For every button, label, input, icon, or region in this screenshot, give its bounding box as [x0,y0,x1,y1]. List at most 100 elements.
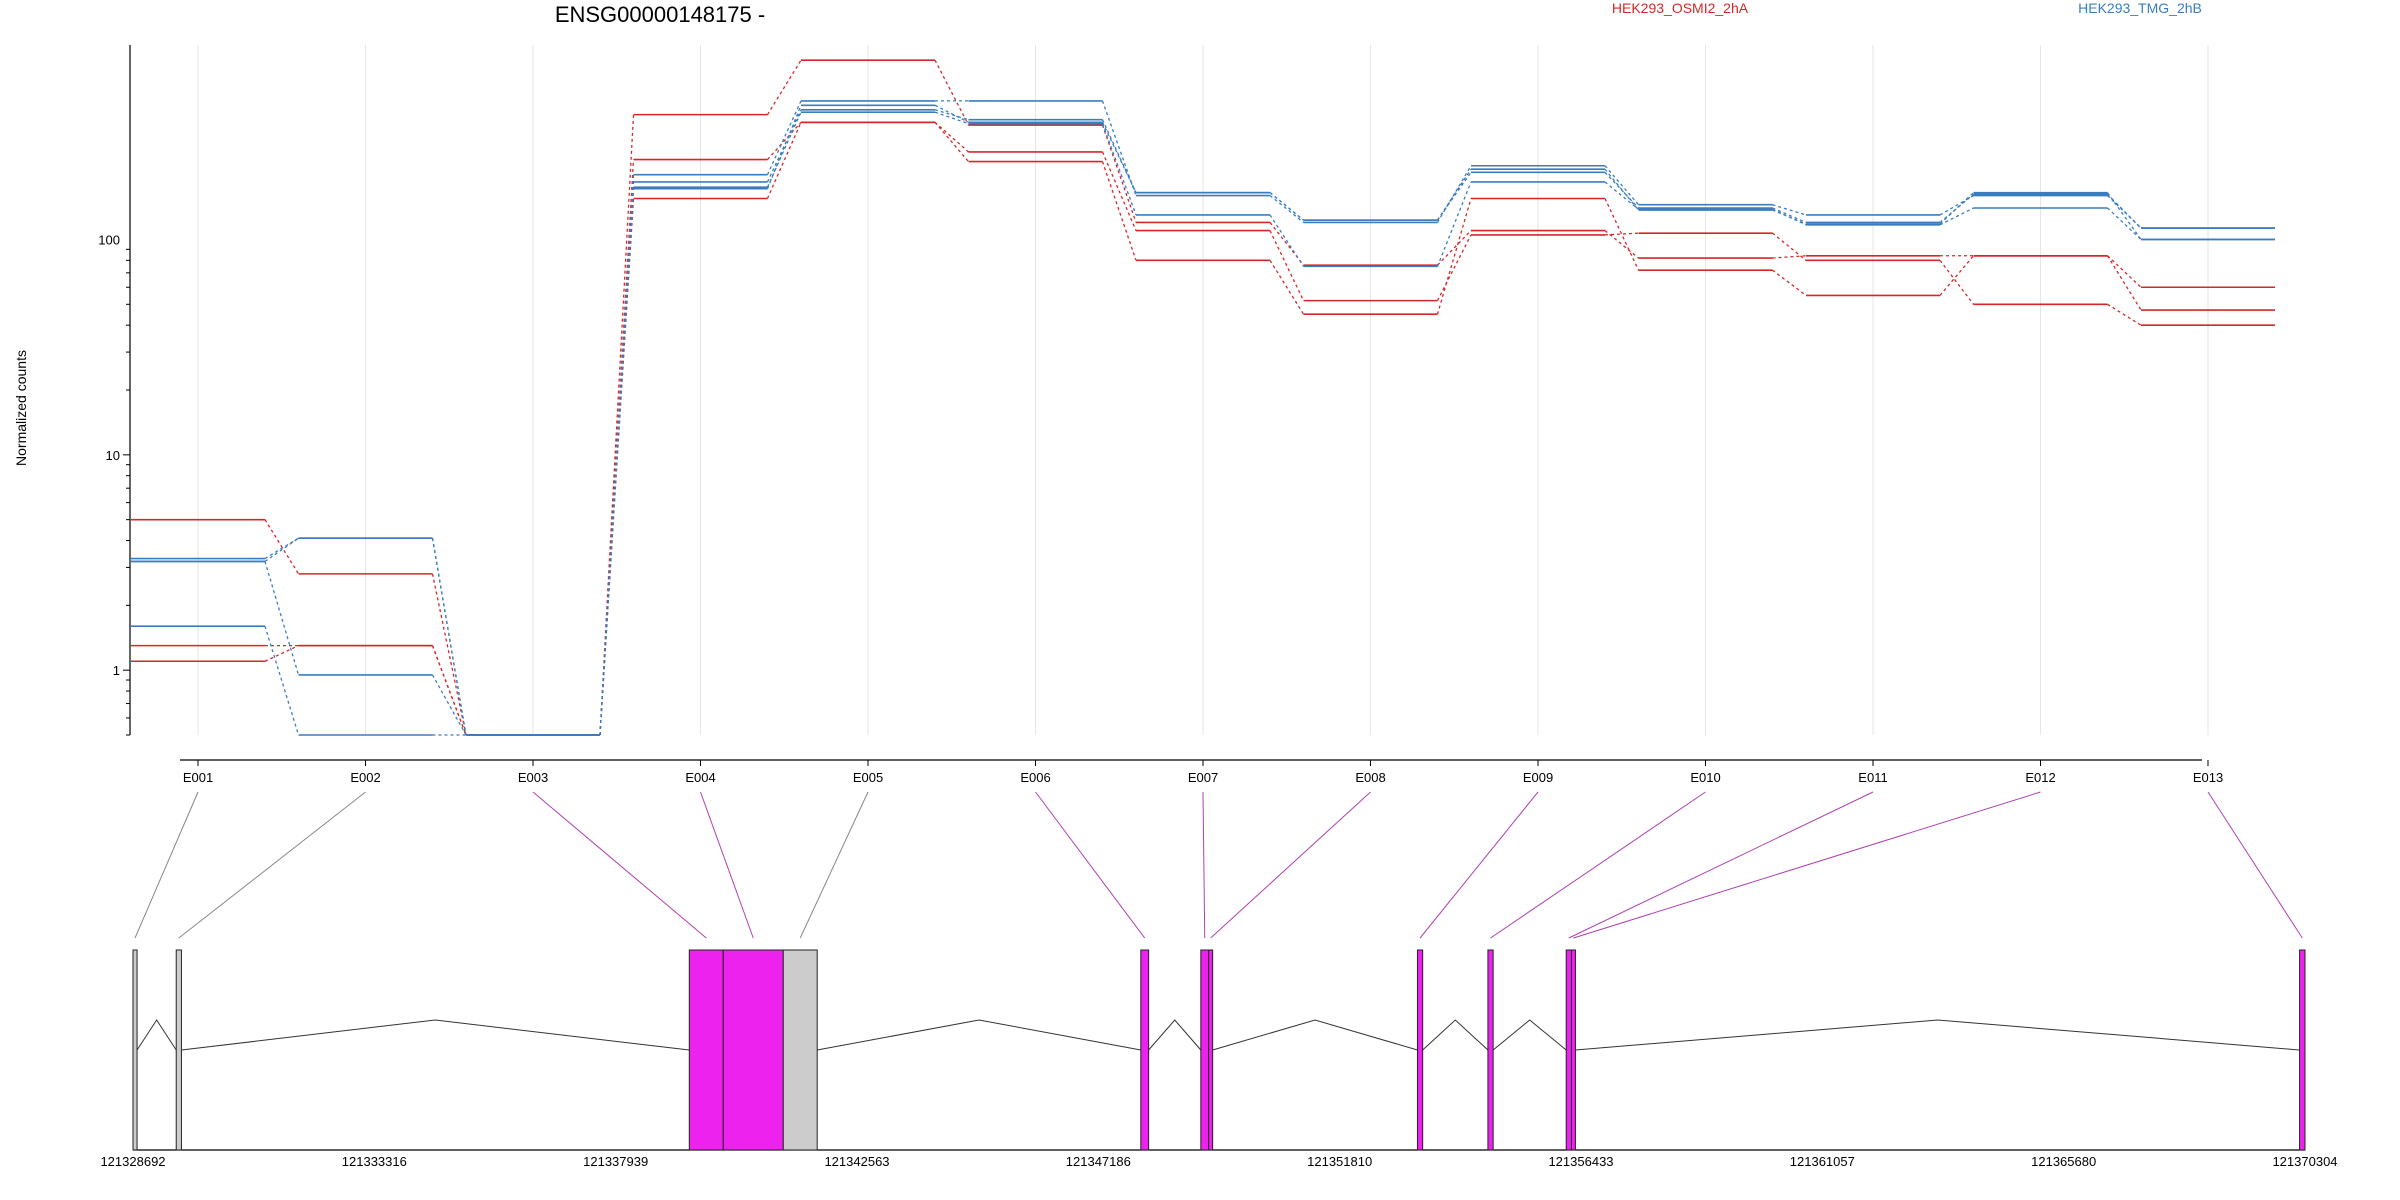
data-connector [1772,204,1807,216]
data-connector [431,645,467,736]
genomic-tick-label: 121365680 [2031,1154,2096,1169]
data-connector [1772,232,1807,261]
x-tick-label-E006: E006 [1020,770,1050,785]
connector-E012 [1573,791,2041,939]
exon-E002 [175,949,182,1151]
intron-line [1422,1019,1489,1051]
data-connector [1939,259,1975,305]
x-tick-label-E007: E007 [1188,770,1218,785]
data-connector [766,109,802,183]
exon-E013 [2299,949,2306,1151]
data-connector [1772,209,1807,225]
data-connector [1437,230,1472,266]
data-connector [1604,168,1640,211]
x-tick-label-E013: E013 [2193,770,2223,785]
exon-E012 [1570,949,1576,1151]
connector-E007 [1202,791,1206,939]
data-connector [1101,119,1137,193]
exon-E006 [1140,949,1150,1151]
chart-title: ENSG00000148175 - [555,2,765,27]
x-tick-label-E010: E010 [1690,770,1720,785]
data-connector [264,561,300,676]
data-connector [264,519,300,575]
data-connector [599,188,635,736]
data-connector [1939,255,1974,296]
data-connector [934,59,970,126]
connector-E009 [1419,791,1539,939]
y-axis-label: Normalized counts [13,350,29,466]
data-connector [766,105,802,189]
intron-line [1212,1019,1418,1051]
data-connector [1939,207,1974,226]
genomic-tick-label: 121328692 [100,1154,165,1169]
data-connector [264,626,300,736]
data-connector [431,538,467,736]
connector-E006 [1035,791,1146,939]
exon-connectors [134,791,2303,939]
data-connector [1939,192,1974,225]
data-connector [2106,255,2142,311]
axes: 1 10 100 E001 E002 E003 E004 E005 E006 E007 E008 E0… [98,45,2223,785]
connector-E008 [1210,791,1371,939]
x-tick-label-E004: E004 [685,770,715,785]
data-connector [1604,165,1639,206]
x-tick-label-E005: E005 [853,770,883,785]
data-connector [264,645,299,662]
connector-E001 [134,791,199,939]
data-connector [766,100,802,175]
exon-E005 [782,949,818,1151]
y-tick-label: 1 [113,663,120,678]
data-connector [1269,214,1305,267]
data-connector [1436,198,1472,315]
connector-E005 [799,791,869,939]
genomic-tick-label: 121361057 [1790,1154,1855,1169]
x-tick-label-E001: E001 [183,770,213,785]
intron-line [136,1019,177,1051]
data-connector [1772,269,1807,296]
data-connector [934,121,969,153]
x-tick-label-E002: E002 [350,770,380,785]
legend-osmi: HEK293_OSMI2_2hA [1612,0,1749,16]
genomic-tick-label: 121356433 [1548,1154,1613,1169]
genomic-tick-label: 121347186 [1066,1154,1131,1169]
data-connector [1436,168,1472,221]
data-connector [1269,260,1305,315]
legend-tmg: HEK293_TMG_2hB [2078,0,2202,16]
x-tick-label-E009: E009 [1523,770,1553,785]
data-connector [2107,255,2142,288]
data-connector [766,122,802,199]
exon-E003 [688,949,724,1151]
data-connector [599,187,635,736]
connector-E010 [1490,791,1706,939]
genomic-tick-label: 121333316 [342,1154,407,1169]
x-tick-label-E003: E003 [518,770,548,785]
exon-E007 [1200,949,1210,1151]
data-connector [2107,207,2142,240]
data-connector [264,537,299,562]
data-connector [1604,181,1639,210]
gene-model: 121328692 121333316 121337939 121342563 1213… [100,949,2338,1169]
intron-line [817,1019,1141,1051]
data-connector [431,573,467,736]
data-connector [1101,161,1137,261]
data-connector [1101,122,1137,193]
data-connector [1604,230,1639,259]
data-connector [766,111,802,188]
data-connector [2107,303,2142,326]
data-connector [2106,192,2142,240]
x-tick-label-E011: E011 [1858,770,1887,785]
data-connector [1269,230,1305,301]
intron-line [1148,1019,1202,1051]
data-connector [1772,207,1807,224]
data-connector [1101,124,1137,223]
exon-E001 [132,949,138,1151]
series-6-HEK293_TMG_2hB [131,104,2275,736]
x-tick-label-E008: E008 [1355,770,1385,785]
connector-E003 [532,791,707,939]
series-group [131,59,2275,736]
data-connector [934,104,969,123]
data-connector [1436,171,1472,221]
genomic-tick-label: 121370304 [2272,1154,2337,1169]
data-connector [1939,193,1974,223]
intron-line [1575,1019,2300,1051]
